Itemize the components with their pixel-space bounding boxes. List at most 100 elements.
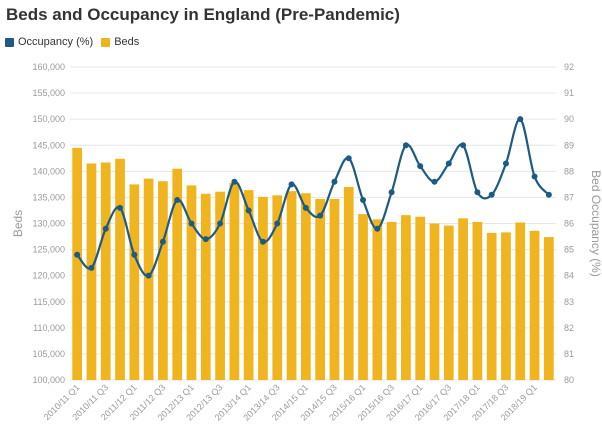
bar-beds: [386, 221, 397, 380]
occupancy-point: [474, 189, 481, 196]
occupancy-point: [445, 160, 452, 167]
bar-beds: [86, 163, 97, 380]
left-axis-tick-label: 105,000: [32, 349, 65, 359]
chart-title: Beds and Occupancy in England (Pre-Pande…: [6, 5, 400, 24]
occupancy-point: [374, 225, 381, 232]
bar-beds: [158, 181, 168, 380]
legend-item-occupancy[interactable]: Occupancy (%): [5, 36, 93, 48]
right-axis-tick-label: 90: [564, 114, 574, 124]
right-axis-title: Bed Occupancy (%): [589, 170, 602, 277]
bars-group: [72, 147, 554, 380]
occupancy-point: [174, 197, 181, 204]
bar-beds: [143, 178, 154, 380]
bar-beds: [315, 198, 326, 380]
bar-beds: [100, 162, 111, 380]
right-axis-tick-label: 92: [564, 62, 574, 72]
occupancy-point: [388, 189, 395, 196]
occupancy-point: [217, 220, 224, 227]
bar-beds: [358, 214, 368, 380]
bar-beds: [515, 222, 526, 380]
right-axis-tick-label: 87: [564, 192, 574, 202]
bar-beds: [215, 191, 225, 380]
bar-beds: [343, 186, 354, 380]
occupancy-point: [302, 204, 309, 211]
bar-beds: [329, 198, 340, 380]
occupancy-point: [317, 212, 324, 219]
right-axis-tick-label: 86: [564, 219, 574, 229]
chart-legend: Occupancy (%) Beds: [5, 36, 147, 48]
legend-label-occupancy: Occupancy (%): [18, 36, 94, 48]
occupancy-point: [259, 238, 266, 245]
right-axis-tick-label: 85: [564, 245, 574, 255]
occupancy-point: [545, 191, 552, 198]
left-axis-tick-label: 130,000: [32, 219, 65, 229]
bar-beds: [115, 158, 125, 380]
left-axis-tick-label: 155,000: [32, 88, 65, 98]
left-axis-tick-label: 150,000: [32, 114, 65, 124]
legend-swatch-beds: [101, 37, 111, 47]
occupancy-line-group: [74, 116, 552, 279]
occupancy-point: [274, 220, 281, 227]
left-axis-tick-label: 160,000: [32, 62, 65, 72]
occupancy-point: [131, 251, 138, 258]
bar-beds: [472, 221, 483, 380]
occupancy-line: [76, 118, 550, 277]
bar-beds: [129, 184, 140, 380]
bar-beds: [401, 215, 411, 380]
occupancy-point: [88, 264, 95, 271]
occupancy-point: [202, 236, 209, 243]
bar-beds: [186, 185, 197, 380]
bar-beds: [272, 195, 283, 380]
occupancy-point: [431, 178, 438, 185]
left-axis-tick-label: 135,000: [32, 192, 65, 202]
legend-item-beds[interactable]: Beds: [101, 36, 139, 48]
occupancy-point: [245, 207, 252, 214]
bar-beds: [229, 182, 240, 380]
bar-beds: [172, 168, 183, 380]
occupancy-point: [188, 220, 195, 227]
occupancy-point: [488, 191, 495, 198]
bar-beds: [429, 223, 440, 380]
occupancy-point: [417, 163, 424, 170]
occupancy-point: [517, 116, 524, 123]
right-axis-tick-label: 80: [564, 375, 574, 385]
occupancy-point: [460, 142, 467, 149]
bar-beds: [300, 193, 311, 380]
right-axis-ticks: 80 81 82 83 84 85 86 87 88 89 90 91 92: [564, 62, 574, 385]
right-axis-tick-label: 91: [564, 88, 574, 98]
occupancy-point: [74, 251, 81, 258]
occupancy-point: [502, 160, 509, 167]
bar-beds: [443, 225, 454, 380]
occupancy-point: [231, 178, 238, 185]
bar-beds: [258, 196, 268, 380]
bar-beds: [72, 147, 83, 380]
right-axis-tick-label: 88: [564, 166, 574, 176]
bar-beds: [529, 230, 540, 380]
bar-beds: [501, 232, 511, 380]
bar-beds: [543, 237, 554, 380]
right-axis-tick-label: 89: [564, 140, 574, 150]
left-axis-title: Beds: [11, 210, 25, 237]
right-axis-tick-label: 81: [564, 349, 574, 359]
left-axis-ticks: 100,000 105,000 110,000 115,000 120,000 125,0…: [32, 62, 65, 385]
occupancy-point: [145, 272, 152, 279]
occupancy-point: [288, 181, 295, 188]
occupancy-point: [360, 197, 367, 204]
bar-beds: [243, 190, 254, 380]
occupancy-point: [402, 142, 409, 149]
left-axis-tick-label: 115,000: [33, 297, 65, 307]
legend-swatch-occupancy: [5, 37, 14, 47]
occupancy-point: [102, 225, 109, 232]
bar-beds: [415, 216, 426, 380]
left-axis-tick-label: 145,000: [32, 140, 65, 150]
bar-beds: [372, 219, 383, 380]
occupancy-point: [331, 178, 338, 185]
right-axis-tick-label: 82: [564, 323, 574, 333]
bar-beds: [200, 193, 211, 380]
legend-label-beds: Beds: [114, 36, 140, 48]
left-axis-tick-label: 100,000: [32, 375, 65, 385]
right-axis-tick-label: 84: [564, 271, 574, 281]
right-axis-tick-label: 83: [564, 297, 574, 307]
grid-lines: [70, 66, 556, 381]
left-axis-tick-label: 120,000: [32, 271, 65, 281]
